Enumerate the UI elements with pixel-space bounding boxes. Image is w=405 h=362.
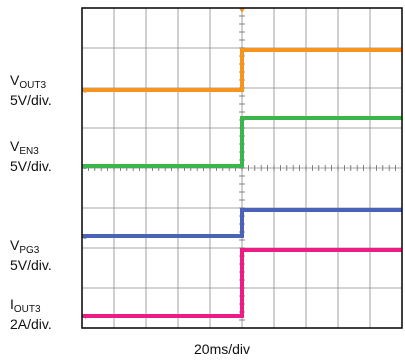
channel-marker-vout3: 1: [83, 88, 87, 95]
symbol-letter: I: [10, 296, 14, 312]
channel-symbol: VOUT3: [10, 73, 52, 93]
channel-label-ven3: VEN3 5V/div.: [10, 139, 52, 174]
symbol-letter: V: [10, 138, 20, 154]
trigger-marker-icon: [239, 8, 245, 13]
channel-scale: 2A/div.: [10, 316, 52, 332]
channel-marker-vpg3: 3: [83, 234, 87, 241]
symbol-subscript: OUT3: [13, 304, 41, 315]
channel-scale: 5V/div.: [10, 158, 52, 174]
channel-marker-ven3: 2: [83, 164, 87, 171]
channel-label-vout3: VOUT3 5V/div.: [10, 73, 52, 108]
symbol-subscript: EN3: [19, 146, 39, 157]
trace-vpg3: [82, 208, 402, 238]
channel-label-iout3: IOUT3 2A/div.: [10, 297, 52, 332]
channel-label-vpg3: VPG3 5V/div.: [10, 238, 52, 273]
channel-scale: 5V/div.: [10, 92, 52, 108]
trace-ven3: [82, 116, 402, 168]
channel-scale: 5V/div.: [10, 257, 52, 273]
symbol-letter: V: [10, 72, 20, 88]
channel-symbol: IOUT3: [10, 297, 52, 317]
channel-marker-iout3: 4: [83, 314, 87, 321]
channel-symbol: VPG3: [10, 238, 52, 258]
symbol-letter: V: [10, 237, 20, 253]
plot-frame: [81, 7, 403, 329]
symbol-subscript: PG3: [19, 245, 40, 256]
traces: 1 2 3 4: [82, 8, 402, 321]
timebase-label: 20ms/div: [194, 341, 251, 357]
trace-iout3: [82, 248, 402, 318]
trace-vout3: [82, 48, 402, 92]
plot-border: [81, 7, 403, 329]
channel-symbol: VEN3: [10, 139, 52, 159]
symbol-subscript: OUT3: [19, 80, 47, 91]
